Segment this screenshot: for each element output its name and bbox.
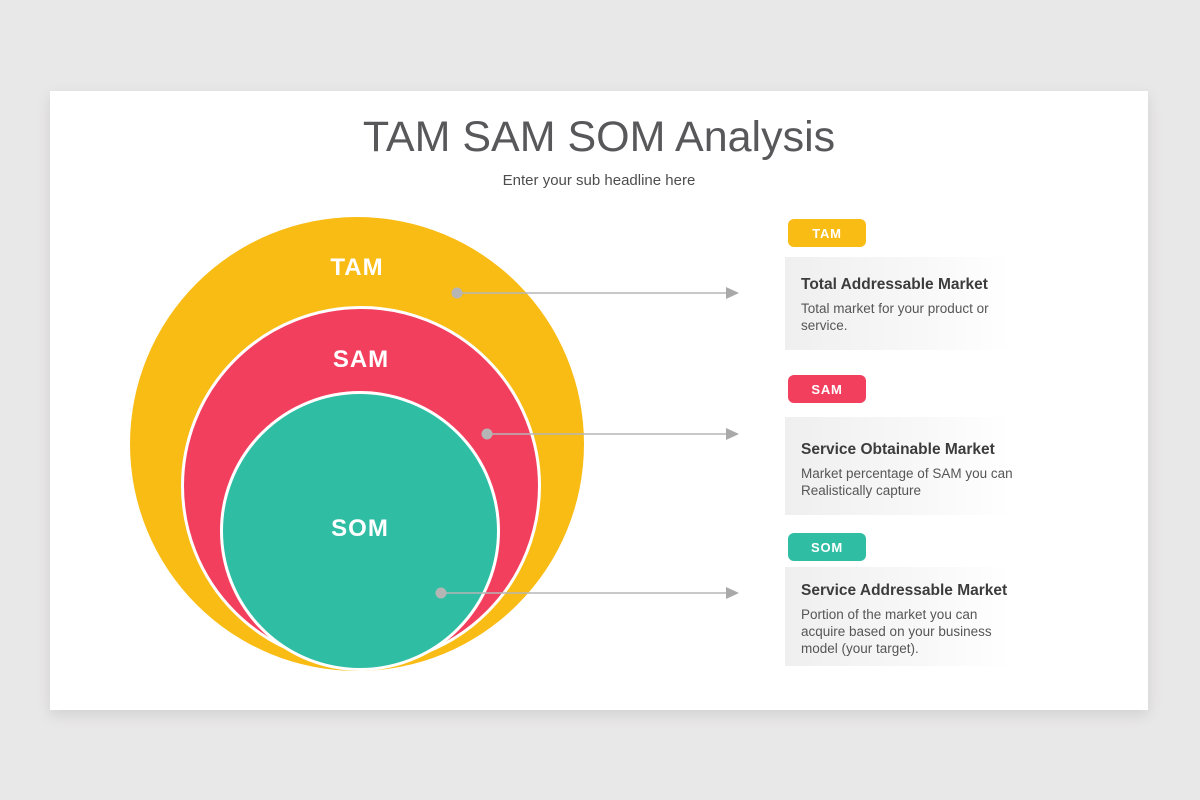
sam-badge: SAM [788,375,866,403]
tam-circle-label: TAM [330,254,384,281]
tam-legend-title: Total Addressable Market [801,276,988,293]
page-title: TAM SAM SOM Analysis [362,113,836,161]
som-legend-description: Portion of the market you can acquire ba… [801,607,992,656]
tam-badge: TAM [788,219,866,247]
arrow-right-icon [726,287,739,299]
sam-legend-description: Market percentage of SAM you can Realist… [801,466,1013,498]
sam-legend-card: Service Obtainable Market Market percent… [785,417,1087,515]
sam-circle-label: SAM [332,346,390,373]
som-circle-label: SOM [331,515,389,542]
arrow-right-icon [726,587,739,599]
page-subtitle: Enter your sub headline here [502,172,696,189]
som-badge: SOM [788,533,866,561]
presentation-slide: TAM SAM SOM Analysis Enter your sub head… [50,91,1148,710]
tam-legend-card: Total Addressable Market Total market fo… [785,257,1087,350]
som-legend-title: Service Addressable Market [801,582,1008,599]
som-circle [220,391,500,671]
arrow-right-icon [726,428,739,440]
som-legend-card: Service Addressable Market Portion of th… [785,567,1087,666]
tam-legend-description: Total market for your product or service… [801,301,989,333]
sam-legend-title: Service Obtainable Market [801,441,995,458]
